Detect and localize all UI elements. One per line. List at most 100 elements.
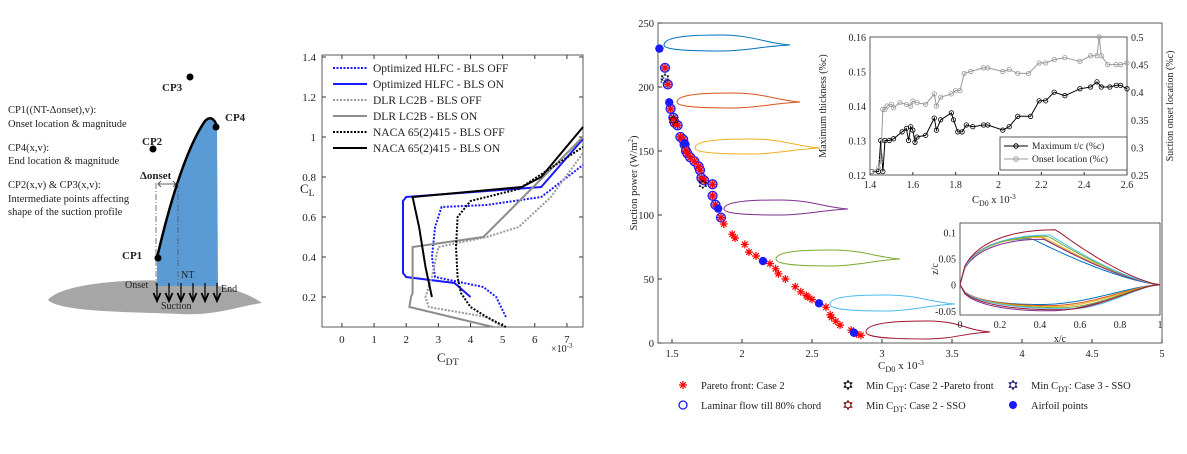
- desc-line-5: CP2(x,v) & CP3(x,v):: [8, 180, 101, 191]
- x-axis-label-base: C: [972, 195, 979, 206]
- x-tick-label: 5: [500, 334, 506, 346]
- x-tick-label: 0.2: [994, 320, 1007, 331]
- suction-label: Suction: [161, 301, 192, 312]
- x-tick-label: 2: [996, 180, 1001, 191]
- x-tick-label: 1.8: [949, 180, 962, 191]
- y-tick-label: -0.05: [935, 307, 956, 318]
- x-axis-label: CD0 x 10-3: [878, 358, 924, 374]
- series-marker: [963, 122, 969, 128]
- y-right-tick-label: 0.4: [1131, 88, 1144, 99]
- pareto-point: [728, 230, 737, 239]
- y-tick-label: 0.8: [302, 172, 316, 184]
- x-tick-label: 2: [739, 349, 744, 360]
- x-tick-label: 1.4: [864, 180, 877, 191]
- series-marker: [910, 98, 916, 104]
- series-line-4: [408, 136, 584, 328]
- delta-onset-arrowheads: [157, 180, 177, 188]
- y-axis-label: CL: [300, 181, 315, 199]
- pareto-point: [796, 287, 805, 296]
- series-marker: [931, 91, 937, 97]
- series-marker: [914, 100, 920, 106]
- suction-arrow-icon: [152, 292, 162, 304]
- series-line-6: [411, 126, 584, 298]
- y-right-tick-label: 0.3: [1131, 143, 1144, 154]
- airfoil-point: [665, 98, 674, 107]
- series-marker: [1015, 113, 1021, 119]
- series-marker: [970, 124, 976, 130]
- x-tick-label: 2.5: [805, 349, 818, 360]
- x-axis-label-suffix: x 10: [895, 360, 918, 372]
- y-axis-label-base: C: [300, 181, 309, 196]
- airfoil-shape-5: [775, 249, 901, 267]
- y-axis-label-exp: 2: [627, 138, 635, 142]
- pareto-point: [740, 240, 749, 249]
- series-line-5: [454, 146, 584, 328]
- suction-profile-diagram: CP1 CP2 CP3 CP4 CP1((NT-Δonset),v): Onse…: [8, 73, 262, 315]
- series-marker: [938, 117, 944, 123]
- x-axis-label-base: C: [878, 360, 885, 372]
- x-tick-label: 2: [403, 334, 409, 346]
- x-tick-label: 1.6: [907, 180, 920, 191]
- airfoil-point: [655, 44, 664, 53]
- x-axis-label-base: C: [437, 350, 446, 365]
- legend-label: Laminar flow till 80% chord: [701, 401, 822, 412]
- pareto-point: [744, 248, 754, 257]
- series-line-3: [424, 152, 584, 328]
- legend-label-sub: DT: [1058, 385, 1069, 394]
- series-marker: [1098, 84, 1104, 90]
- series-marker: [959, 129, 965, 135]
- airfoil-shape-1: [663, 34, 791, 52]
- cp3-point: [186, 73, 194, 81]
- y-right-tick-label: 0.5: [1131, 33, 1144, 44]
- x-multiplier: ×10-3: [551, 342, 573, 355]
- legend-hexagram-icon: [1008, 379, 1018, 391]
- pareto-point: [708, 180, 717, 189]
- x-tick-label: 0.6: [1074, 320, 1087, 331]
- series-marker: [1043, 60, 1049, 66]
- pareto-point: [716, 213, 726, 222]
- legend-filled-circle-icon: [1009, 401, 1017, 409]
- legend-label-rest: : Case 2 - SSO: [904, 401, 966, 412]
- series-marker: [880, 168, 886, 175]
- series-marker: [897, 100, 903, 106]
- thickness-onset-inset-chart: 1.4 1.6 1.8 2 2.2 2.4 2.6 0.12 0.13 0.14 0.15 0.16 0…: [818, 33, 1176, 208]
- x-tick-label: 0: [339, 334, 345, 346]
- series-marker: [938, 94, 944, 100]
- legend-label-text: Min C: [866, 401, 893, 412]
- x-tick-label: 0.8: [1114, 320, 1127, 331]
- y-tick-label: 50: [644, 275, 655, 286]
- legend-label: Optimized HLFC - BLS ON: [373, 79, 505, 91]
- min-cdt-case2-pareto-point: [698, 179, 708, 190]
- y-right-tick-label: 0.35: [1131, 116, 1149, 127]
- series-marker: [1043, 98, 1049, 104]
- y-left-tick-label: 0.15: [849, 68, 867, 79]
- x-axis-label: CDT: [437, 350, 459, 368]
- y-tick-label: 0: [649, 339, 654, 350]
- cp4-point: [212, 123, 220, 131]
- x-tick-label: 4: [1019, 349, 1025, 360]
- nt-label: NT: [181, 270, 194, 281]
- pareto-point: [690, 157, 699, 166]
- x-axis-label-sub: D0: [885, 365, 895, 374]
- series-marker: [1006, 66, 1012, 73]
- series-marker: [923, 132, 929, 138]
- x-axis-label-suffix: x 10: [989, 195, 1010, 206]
- series-marker: [933, 127, 939, 133]
- legend-label: DLR LC2B - BLS ON: [373, 111, 478, 123]
- legend-label: Pareto front: Case 2: [701, 381, 785, 392]
- series-marker: [1077, 86, 1083, 92]
- x-tick-label: 2.6: [1121, 180, 1134, 191]
- series-marker: [961, 70, 967, 77]
- series-marker: [933, 103, 939, 109]
- series-marker: [1051, 57, 1057, 63]
- legend-open-circle-icon: [678, 400, 688, 410]
- series-marker: [875, 165, 882, 171]
- series-marker: [1077, 58, 1083, 64]
- y-tick-label: 250: [638, 19, 654, 30]
- pareto-point: [683, 149, 692, 158]
- series-marker: [884, 103, 890, 109]
- legend-label: Optimized HLFC - BLS OFF: [373, 63, 508, 75]
- series-marker: [899, 129, 905, 135]
- series-marker: [1117, 61, 1124, 68]
